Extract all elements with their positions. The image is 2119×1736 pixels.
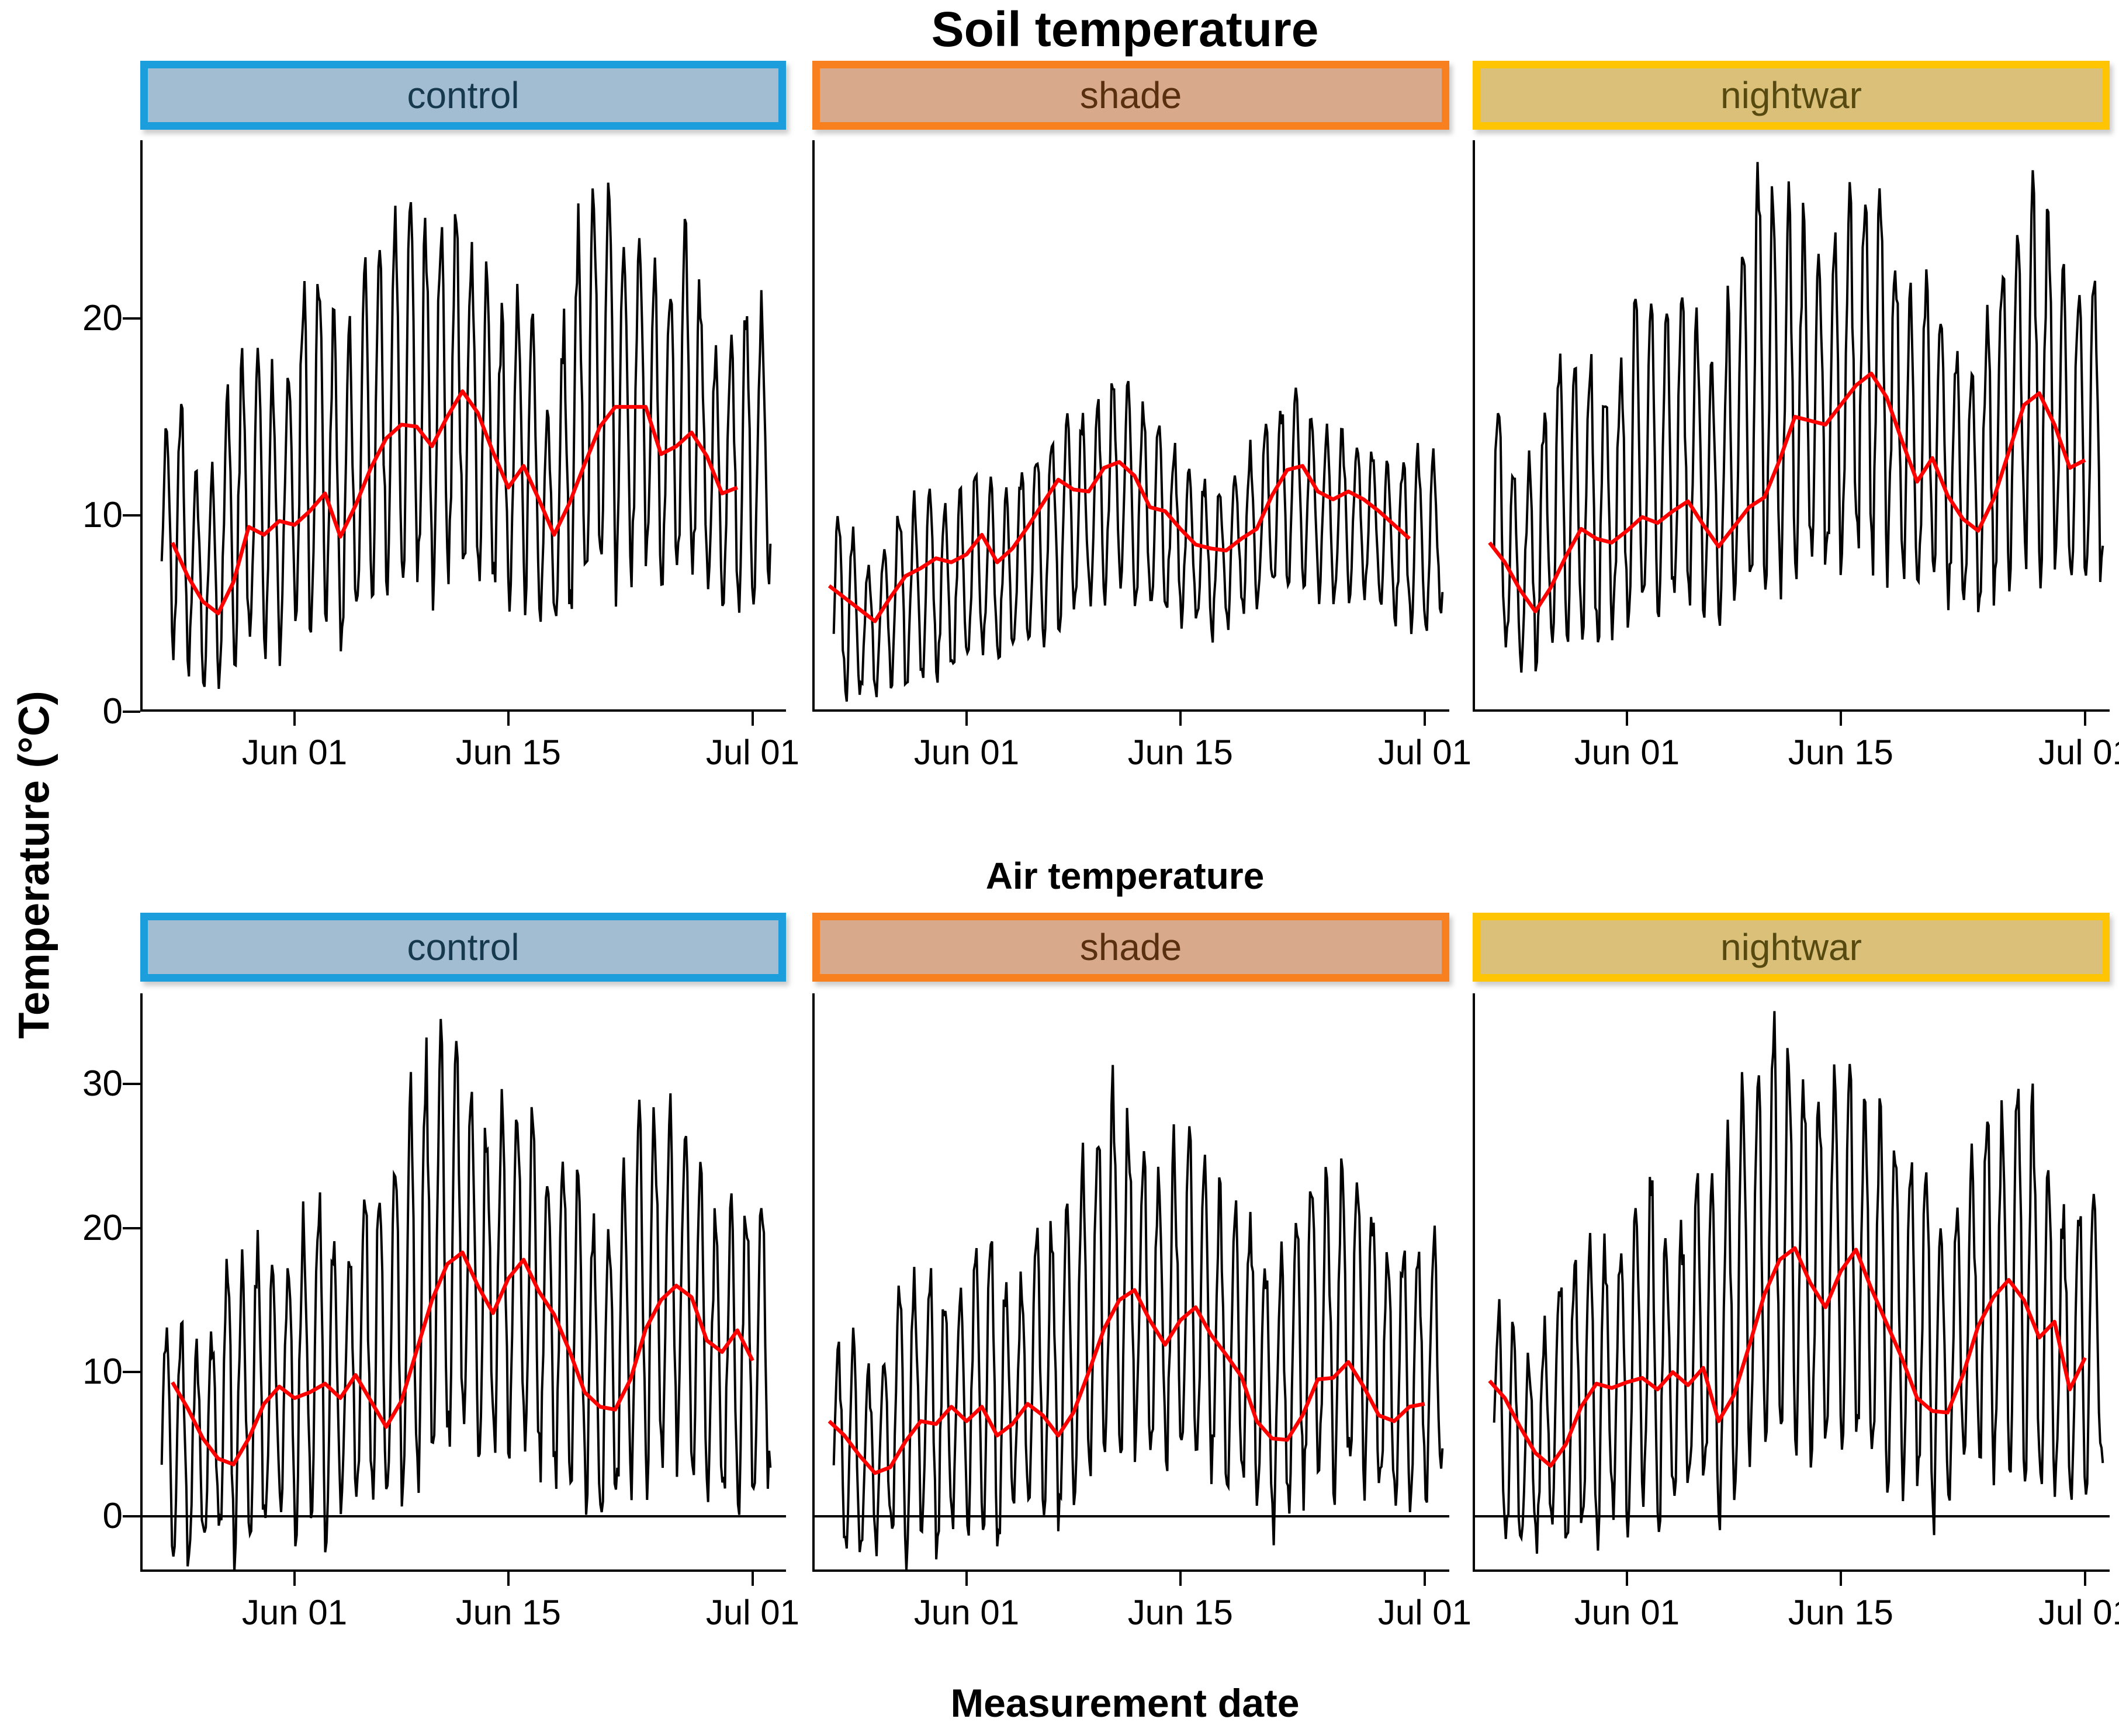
y-axis-tick-label: 0 xyxy=(102,691,123,732)
y-axis-tick-label: 30 xyxy=(82,1063,123,1104)
smoothed-trend-line xyxy=(827,1288,1425,1475)
y-axis-title: Temperature (°C) xyxy=(9,691,58,1039)
facet-strip-label: nightwar xyxy=(1720,926,1862,968)
facet-strip-control: control xyxy=(140,913,786,982)
facet-strip-label: control xyxy=(407,926,520,968)
x-axis-tick-mark xyxy=(1839,712,1842,726)
panel-soil-control xyxy=(140,140,786,712)
x-axis-tick-label: Jun 01 xyxy=(241,1593,348,1632)
x-axis-tick-label: Jun 15 xyxy=(455,1593,561,1632)
smoothed-trend-line xyxy=(827,460,1411,623)
x-axis-tick-mark xyxy=(1423,1572,1426,1586)
y-axis-tick-mark xyxy=(123,1371,140,1374)
facet-strip-shade: shade xyxy=(812,913,1449,982)
x-axis-tick-label: Jun 01 xyxy=(1574,1593,1680,1632)
y-axis-tick-label: 10 xyxy=(82,494,123,535)
x-axis-tick-label: Jul 01 xyxy=(1377,1593,1471,1632)
temperature-data-line xyxy=(160,1018,772,1572)
x-axis-tick-mark xyxy=(1839,1572,1842,1586)
panel-soil-nightwar xyxy=(1473,140,2110,712)
x-axis-tick-label: Jun 15 xyxy=(455,733,561,772)
x-axis-tick-mark xyxy=(751,1572,754,1586)
x-axis-tick-label: Jul 01 xyxy=(705,1593,799,1632)
facet-strip-nightwar: nightwar xyxy=(1473,913,2110,982)
y-axis-tick-mark xyxy=(123,514,140,517)
y-axis-tick-label: 20 xyxy=(82,1207,123,1248)
temperature-data-line xyxy=(832,380,1444,702)
x-axis-tick-mark xyxy=(293,712,296,726)
y-axis-tick-mark xyxy=(123,317,140,320)
temperature-data-line xyxy=(1493,1011,2104,1554)
y-axis-tick-mark xyxy=(123,1515,140,1517)
facet-strip-nightwar: nightwar xyxy=(1473,61,2110,130)
facet-strip-label: shade xyxy=(1079,74,1182,116)
smoothed-trend-line xyxy=(171,389,738,616)
x-axis-tick-label: Jun 01 xyxy=(241,733,348,772)
facet-strip-label: control xyxy=(407,74,520,116)
panel-air-control xyxy=(140,993,786,1572)
smoothed-trend-line xyxy=(171,1250,754,1467)
temperature-data-line xyxy=(832,1065,1444,1571)
soil-row-title: Soil temperature xyxy=(931,2,1319,57)
y-axis-tick-mark xyxy=(123,711,140,713)
x-axis-tick-label: Jul 01 xyxy=(1377,733,1471,772)
x-axis-tick-label: Jul 01 xyxy=(2038,733,2119,772)
facet-strip-shade: shade xyxy=(812,61,1449,130)
panel-soil-shade xyxy=(812,140,1449,712)
panel-air-shade xyxy=(812,993,1449,1572)
y-axis-tick-mark xyxy=(123,1226,140,1229)
x-axis-tick-mark xyxy=(1179,712,1182,726)
y-axis-tick-mark xyxy=(123,1082,140,1085)
x-axis-tick-mark xyxy=(1626,1572,1628,1586)
x-axis-tick-mark xyxy=(507,712,510,726)
x-axis-tick-mark xyxy=(2083,1572,2086,1586)
x-axis-tick-label: Jun 15 xyxy=(1127,1593,1233,1632)
x-axis-tick-label: Jun 01 xyxy=(1574,733,1680,772)
x-axis-title: Measurement date xyxy=(950,1681,1300,1725)
smoothed-trend-line xyxy=(1488,371,2086,614)
x-axis-tick-mark xyxy=(1626,712,1628,726)
x-axis-tick-mark xyxy=(2083,712,2086,726)
x-axis-tick-mark xyxy=(1423,712,1426,726)
x-axis-tick-mark xyxy=(965,712,968,726)
y-axis-tick-label: 10 xyxy=(82,1352,123,1392)
temperature-data-line xyxy=(160,182,772,689)
x-axis-tick-mark xyxy=(1179,1572,1182,1586)
air-row-title: Air temperature xyxy=(985,855,1265,897)
panel-air-nightwar xyxy=(1473,993,2110,1572)
facet-strip-label: nightwar xyxy=(1720,74,1862,116)
x-axis-tick-mark xyxy=(965,1572,968,1586)
smoothed-trend-line xyxy=(1488,1246,2087,1468)
x-axis-tick-mark xyxy=(751,712,754,726)
x-axis-tick-mark xyxy=(507,1572,510,1586)
x-axis-tick-label: Jun 01 xyxy=(913,1593,1020,1632)
y-axis-tick-label: 20 xyxy=(82,298,123,338)
x-axis-tick-label: Jul 01 xyxy=(705,733,799,772)
facet-strip-label: shade xyxy=(1079,926,1182,968)
x-axis-tick-mark xyxy=(293,1572,296,1586)
temperature-data-line xyxy=(1493,162,2104,673)
y-axis-tick-label: 0 xyxy=(102,1496,123,1536)
facet-strip-control: control xyxy=(140,61,786,130)
x-axis-tick-label: Jun 15 xyxy=(1127,733,1233,772)
x-axis-tick-label: Jun 15 xyxy=(1788,733,1893,772)
x-axis-tick-label: Jul 01 xyxy=(2038,1593,2119,1632)
x-axis-tick-label: Jun 15 xyxy=(1788,1593,1893,1632)
x-axis-tick-label: Jun 01 xyxy=(913,733,1020,772)
